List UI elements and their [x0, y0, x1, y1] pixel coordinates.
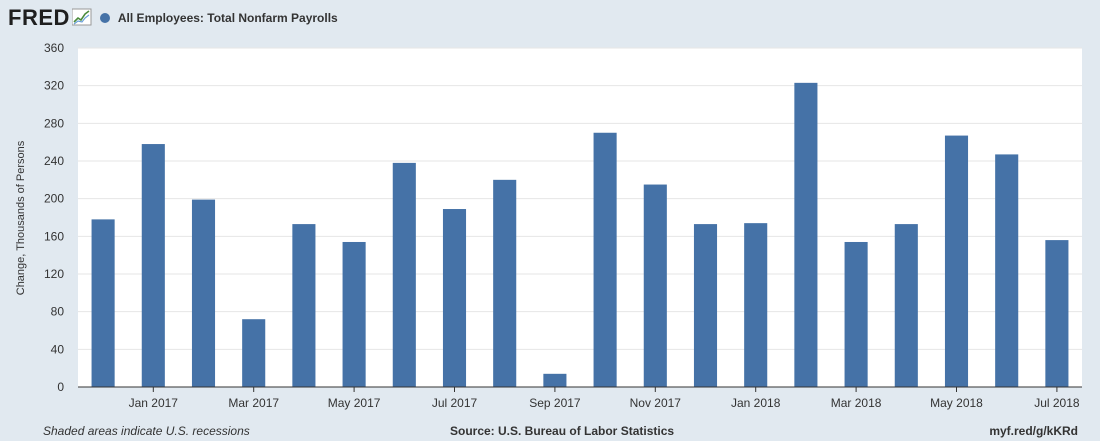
- y-tick-label: 320: [44, 79, 64, 93]
- y-tick-label: 40: [51, 342, 65, 356]
- bar[interactable]: [944, 135, 969, 387]
- x-tick-label: Jan 2017: [129, 396, 179, 410]
- bar[interactable]: [442, 209, 467, 387]
- bar[interactable]: [392, 162, 416, 387]
- x-tick-label: Mar 2018: [831, 396, 882, 410]
- bar[interactable]: [894, 224, 918, 387]
- x-tick-label: Jan 2018: [731, 396, 781, 410]
- bar[interactable]: [91, 219, 115, 387]
- plot-area: [78, 48, 1082, 387]
- short-url-link[interactable]: myf.red/g/kKRd: [989, 424, 1078, 438]
- legend-series-label: All Employees: Total Nonfarm Payrolls: [117, 11, 338, 25]
- y-tick-label: 120: [44, 267, 64, 281]
- x-tick-label: Jul 2018: [1034, 396, 1080, 410]
- x-tick-label: May 2017: [328, 396, 381, 410]
- y-tick-label: 160: [44, 229, 64, 243]
- legend: All Employees: Total Nonfarm Payrolls: [99, 11, 338, 25]
- bar[interactable]: [995, 154, 1019, 387]
- y-tick-label: 360: [44, 41, 64, 55]
- bar[interactable]: [543, 373, 567, 387]
- bar[interactable]: [141, 144, 165, 387]
- bar[interactable]: [191, 199, 216, 387]
- gridlines: [78, 47, 1082, 350]
- chart-header: FRED All Employees: Total Nonfarm Payrol…: [8, 4, 338, 32]
- bar[interactable]: [292, 224, 316, 387]
- y-tick-label: 240: [44, 154, 64, 168]
- bar[interactable]: [493, 179, 517, 387]
- bar[interactable]: [1045, 240, 1069, 387]
- bar[interactable]: [342, 241, 366, 387]
- y-axis-label: Change, Thousands of Persons: [15, 140, 27, 295]
- bar[interactable]: [693, 224, 718, 387]
- bar[interactable]: [242, 319, 266, 387]
- x-tick-label: Sep 2017: [529, 396, 581, 410]
- bar[interactable]: [593, 132, 617, 387]
- x-tick-label: May 2018: [930, 396, 983, 410]
- y-tick-label: 0: [57, 380, 64, 394]
- fred-graph-icon: [71, 8, 92, 26]
- legend-swatch: [99, 13, 110, 23]
- x-axis-tick-labels: Jan 2017 Mar 2017 May 2017 Jul 2017 Sep 2017…: [129, 387, 1080, 410]
- bar[interactable]: [794, 82, 818, 387]
- bar[interactable]: [844, 241, 868, 387]
- recession-note: Shaded areas indicate U.S. recessions: [43, 424, 250, 438]
- x-tick-label: Nov 2017: [630, 396, 682, 410]
- y-tick-label: 280: [44, 116, 64, 130]
- x-tick-label: Mar 2017: [228, 396, 279, 410]
- y-tick-label: 80: [51, 305, 65, 319]
- fred-logo[interactable]: FRED: [8, 5, 70, 30]
- bar[interactable]: [643, 184, 667, 387]
- bar[interactable]: [744, 223, 768, 387]
- x-tick-label: Jul 2017: [432, 396, 478, 410]
- y-tick-label: 200: [44, 192, 64, 206]
- source-note: Source: U.S. Bureau of Labor Statistics: [450, 424, 675, 438]
- y-axis-tick-labels: 0 40 80 120 160 200 240 280 320 360: [44, 41, 64, 394]
- bars: [91, 82, 1069, 387]
